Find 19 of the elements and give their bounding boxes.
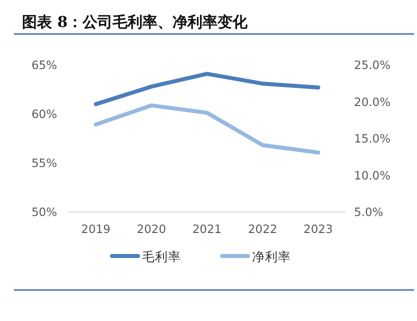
line-series: [94, 72, 320, 106]
legend-label: 净利率: [252, 249, 291, 264]
y-tick-label: 50%: [31, 205, 58, 219]
x-tick-label: 2023: [304, 222, 333, 236]
y2-tick-label: 20.0%: [354, 94, 391, 109]
line-series: [94, 103, 320, 154]
chart-title: 图表 8：公司毛利率、净利率变化: [22, 13, 249, 31]
y2-tick-label: 5.0%: [354, 205, 384, 219]
y2-tick-label: 15.0%: [354, 132, 391, 146]
y-tick-label: 60%: [31, 107, 58, 121]
y2-tick-label: 25.0%: [354, 58, 391, 72]
legend-label: 毛利率: [142, 249, 181, 264]
y-tick-label: 65%: [31, 58, 58, 72]
x-tick-label: 2019: [81, 222, 110, 236]
y-tick-label: 55%: [31, 156, 58, 170]
x-tick-label: 2022: [248, 222, 278, 236]
x-tick-label: 2020: [136, 222, 166, 236]
y2-tick-label: 10.0%: [354, 168, 391, 182]
x-tick-label: 2021: [192, 222, 222, 236]
